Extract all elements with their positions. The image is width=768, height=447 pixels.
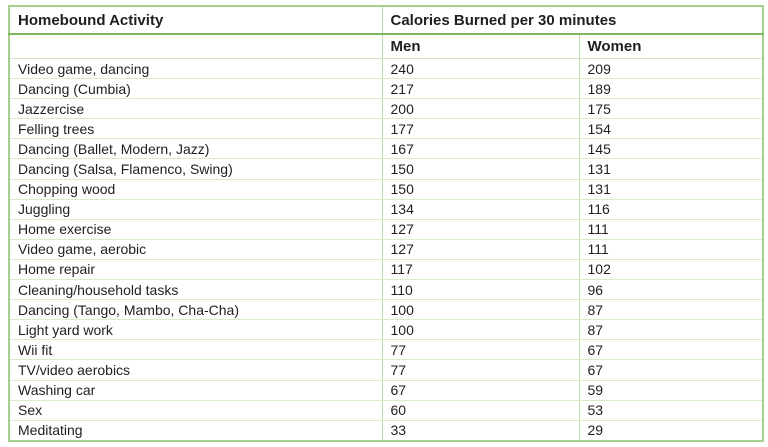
women-value-cell: 87	[578, 299, 763, 321]
table-row: Jazzercise 200 175	[9, 98, 763, 120]
men-value-cell: 150	[381, 158, 579, 180]
table-row: Home exercise 127 111	[9, 219, 763, 240]
men-value-cell: 217	[381, 78, 579, 100]
women-value-cell: 102	[578, 259, 763, 281]
activity-cell: Dancing (Tango, Mambo, Cha-Cha)	[9, 299, 382, 321]
women-value-cell: 111	[578, 239, 763, 260]
table-header-row-1: Homebound Activity Calories Burned per 3…	[9, 6, 763, 35]
men-value-cell: 60	[381, 400, 579, 421]
table-row: Juggling 134 116	[9, 199, 763, 220]
table-row: Washing car 67 59	[9, 380, 763, 401]
activity-cell: Meditating	[18, 422, 83, 439]
activity-cell: Wii fit	[9, 339, 382, 361]
men-value-cell: 134	[381, 199, 579, 220]
table-row: TV/video aerobics 77 67	[9, 359, 763, 381]
men-value-cell: 240	[381, 58, 579, 80]
women-value-cell: 67	[578, 339, 763, 361]
men-value-cell: 33	[381, 420, 579, 441]
activity-cell: Cleaning/household tasks	[9, 279, 382, 301]
activity-cell: Jazzercise	[9, 98, 382, 120]
activity-cell: Video game, dancing	[9, 58, 382, 80]
men-value-cell: 110	[381, 279, 579, 301]
women-value-cell: 189	[578, 78, 763, 100]
women-value-cell: 59	[578, 380, 763, 401]
women-value-cell: 87	[578, 319, 763, 341]
calories-group-header: Calories Burned per 30 minutes	[381, 6, 763, 35]
activity-cell: Sex	[9, 400, 382, 421]
men-value-cell: 67	[381, 380, 579, 401]
activity-cell: Home exercise	[9, 219, 382, 240]
women-value-cell: 131	[578, 179, 763, 200]
table-row: Chopping wood 150 131	[9, 179, 763, 200]
women-value-cell: 154	[578, 118, 763, 140]
men-value-cell: 127	[381, 239, 579, 260]
women-value-cell: 209	[578, 58, 763, 80]
men-value-cell: 100	[381, 319, 579, 341]
table-row: Dancing (Cumbia) 217 189	[9, 78, 763, 100]
men-value-cell: 117	[381, 259, 579, 281]
men-value-cell: 100	[381, 299, 579, 321]
table-row: Light yard work 100 87	[9, 319, 763, 341]
table-row: Video game, aerobic 127 111	[9, 239, 763, 260]
table-row: Felling trees 177 154	[9, 118, 763, 140]
women-value-cell: 175	[578, 98, 763, 120]
table-row: Dancing (Tango, Mambo, Cha-Cha) 100 87	[9, 299, 763, 321]
women-column-header: Women	[578, 34, 763, 59]
activity-cell: TV/video aerobics	[9, 359, 382, 381]
table-header-row-2: Men Women	[9, 34, 763, 59]
activity-cell: Dancing (Ballet, Modern, Jazz)	[9, 138, 382, 160]
calories-table: Homebound Activity Calories Burned per 3…	[8, 5, 764, 442]
activity-cell: Chopping wood	[9, 179, 382, 200]
women-value-cell: 96	[578, 279, 763, 301]
activity-cell: Juggling	[9, 199, 382, 220]
activity-cell: Felling trees	[9, 118, 382, 140]
men-value-cell: 200	[381, 98, 579, 120]
table-row: Wii fit 77 67	[9, 339, 763, 361]
activity-cell: Washing car	[9, 380, 382, 401]
women-value-cell: 67	[578, 359, 763, 381]
men-column-header: Men	[381, 34, 579, 59]
table-row: Dancing (Ballet, Modern, Jazz) 167 145	[9, 138, 763, 160]
activity-cell: Light yard work	[9, 319, 382, 341]
men-value-cell: 127	[381, 219, 579, 240]
empty-header-cell	[9, 34, 382, 59]
men-value-cell: 77	[381, 359, 579, 381]
table-row: Video game, dancing 240 209	[9, 58, 763, 80]
table-row: Sex 60 53	[9, 400, 763, 421]
men-value-cell: 177	[381, 118, 579, 140]
activity-cell: Video game, aerobic	[9, 239, 382, 260]
men-value-cell: 167	[381, 138, 579, 160]
women-value-cell: 145	[578, 138, 763, 160]
women-value-cell: 116	[578, 199, 763, 220]
women-value-cell: 131	[578, 158, 763, 180]
men-value-cell: 150	[381, 179, 579, 200]
table-row: Meditating 33 29	[9, 420, 763, 441]
table-body: Video game, dancing 240 209 Dancing (Cumbia…	[9, 58, 763, 441]
activity-cell: Home repair	[9, 259, 382, 281]
table-row: Home repair 117 102	[9, 259, 763, 281]
activity-cell: Dancing (Cumbia)	[9, 78, 382, 100]
women-value-cell: 29	[578, 420, 763, 441]
activity-cell: Dancing (Salsa, Flamenco, Swing)	[9, 158, 382, 180]
women-value-cell: 53	[578, 400, 763, 421]
table-row: Dancing (Salsa, Flamenco, Swing) 150 131	[9, 158, 763, 180]
women-value-cell: 111	[578, 219, 763, 240]
activity-column-header: Homebound Activity	[9, 6, 382, 35]
men-value-cell: 77	[381, 339, 579, 361]
table-row: Cleaning/household tasks 110 96	[9, 279, 763, 301]
